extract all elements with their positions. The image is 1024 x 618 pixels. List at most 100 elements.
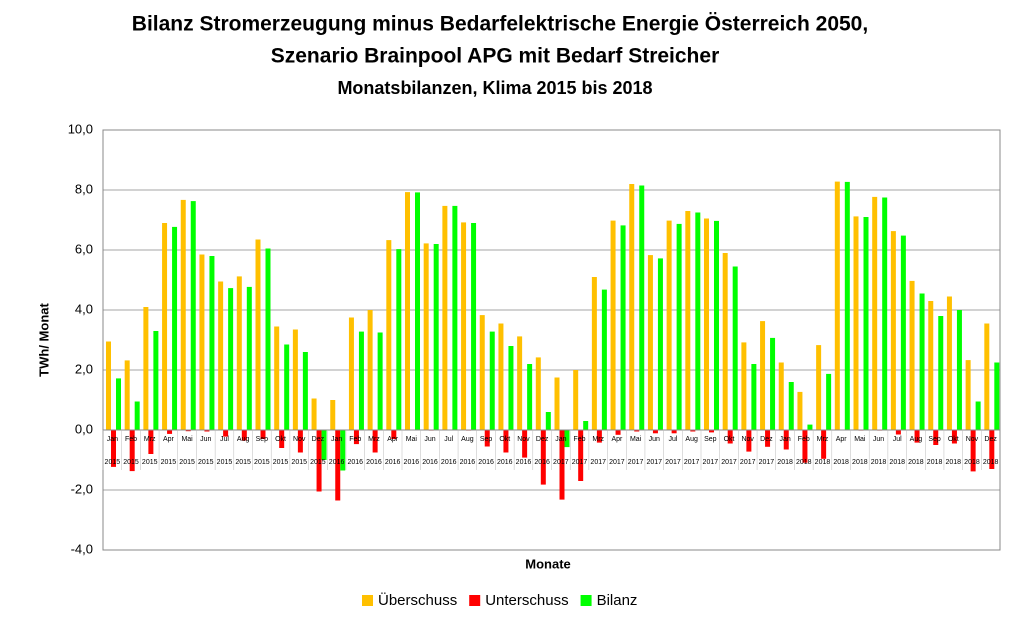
legend-swatch — [580, 595, 592, 606]
bar — [770, 337, 776, 430]
bar — [938, 316, 944, 430]
x-tick-year: 2015 — [217, 459, 233, 466]
legend-label: Überschuss — [378, 591, 457, 609]
bar — [134, 401, 140, 430]
bar — [714, 220, 719, 430]
bar — [284, 344, 290, 430]
bar — [610, 220, 616, 430]
bar — [797, 391, 803, 430]
chart-subtitle: Monatsbilanzen, Klima 2015 bis 2018 — [337, 78, 652, 98]
bar — [802, 430, 808, 463]
bar — [167, 430, 173, 434]
bar — [330, 400, 336, 430]
bar — [372, 430, 378, 453]
x-tick-label: Dez — [984, 436, 997, 443]
bar — [348, 317, 354, 430]
x-tick-label: Nov — [293, 436, 306, 443]
bar — [975, 401, 981, 430]
bar — [909, 280, 915, 430]
bar — [452, 205, 458, 430]
chart-title: Szenario Brainpool APG mit Bedarf Streic… — [271, 45, 720, 68]
legend-swatch — [362, 595, 373, 606]
bar — [316, 430, 322, 492]
bar — [358, 331, 364, 430]
x-tick-label: Feb — [798, 436, 810, 443]
bar — [489, 331, 495, 430]
x-tick-year: 2016 — [347, 459, 363, 466]
x-tick-label: Nov — [517, 436, 530, 443]
bar — [690, 430, 696, 432]
bar — [503, 430, 509, 453]
bar — [180, 199, 186, 430]
bar — [591, 277, 597, 430]
x-tick-year: 2015 — [254, 459, 270, 466]
bar — [433, 244, 439, 430]
bar — [471, 223, 477, 430]
x-tick-year: 2018 — [964, 459, 980, 466]
x-tick-year: 2016 — [404, 459, 420, 466]
bar — [709, 430, 714, 433]
bar — [391, 430, 397, 439]
x-tick-label: Jan — [555, 436, 566, 443]
x-tick-year: 2015 — [179, 459, 195, 466]
bar — [535, 357, 541, 430]
bar — [900, 235, 906, 430]
y-tick-label: 4,0 — [75, 301, 93, 316]
bar — [685, 211, 691, 430]
x-tick-year: 2018 — [908, 459, 924, 466]
bar — [386, 240, 392, 430]
y-tick-label: -2,0 — [71, 481, 93, 496]
bar — [895, 430, 901, 435]
bar — [522, 430, 528, 458]
bar — [853, 216, 859, 430]
bar — [933, 430, 939, 445]
legend-label: Unterschuss — [485, 592, 568, 609]
bar — [956, 310, 962, 430]
bar — [564, 430, 570, 448]
bar — [671, 430, 677, 434]
bar — [751, 364, 757, 430]
bar — [540, 430, 546, 485]
bar — [984, 323, 990, 430]
bar — [914, 430, 920, 443]
x-tick-label: Dez — [760, 436, 773, 443]
x-tick-label: Jan — [331, 436, 342, 443]
x-tick-label: Jun — [424, 436, 435, 443]
y-tick-label: -4,0 — [71, 541, 93, 556]
bar — [302, 352, 308, 430]
x-tick-label: Jul — [444, 436, 453, 443]
bar — [297, 430, 303, 453]
bar — [405, 192, 410, 430]
x-tick-label: Aug — [461, 436, 474, 443]
bar — [116, 378, 121, 430]
bar — [629, 184, 635, 430]
x-tick-label: Sep — [480, 436, 493, 443]
x-tick-year: 2017 — [665, 459, 681, 466]
x-tick-year: 2018 — [871, 459, 887, 466]
bar — [676, 223, 682, 430]
x-tick-year: 2015 — [273, 459, 289, 466]
x-tick-year: 2018 — [889, 459, 905, 466]
x-tick-label: Mai — [854, 436, 866, 443]
bar — [965, 360, 971, 430]
x-tick-year: 2017 — [684, 459, 700, 466]
bar — [162, 223, 168, 430]
bar — [994, 362, 1000, 430]
x-tick-year: 2016 — [460, 459, 476, 466]
x-tick-label: Nov — [966, 436, 979, 443]
x-tick-year: 2017 — [628, 459, 644, 466]
x-tick-year: 2018 — [815, 459, 831, 466]
x-tick-year: 2018 — [777, 459, 793, 466]
x-tick-year: 2016 — [422, 459, 438, 466]
x-tick-year: 2016 — [329, 459, 345, 466]
x-tick-label: Mrz — [368, 436, 380, 443]
x-tick-label: Sep — [928, 436, 941, 443]
bar — [545, 412, 551, 430]
x-tick-year: 2016 — [516, 459, 532, 466]
bar — [190, 201, 196, 430]
bar — [172, 226, 178, 430]
bar — [666, 220, 672, 430]
bar — [236, 276, 242, 430]
x-tick-label: Apr — [611, 436, 623, 443]
bar — [255, 239, 261, 430]
